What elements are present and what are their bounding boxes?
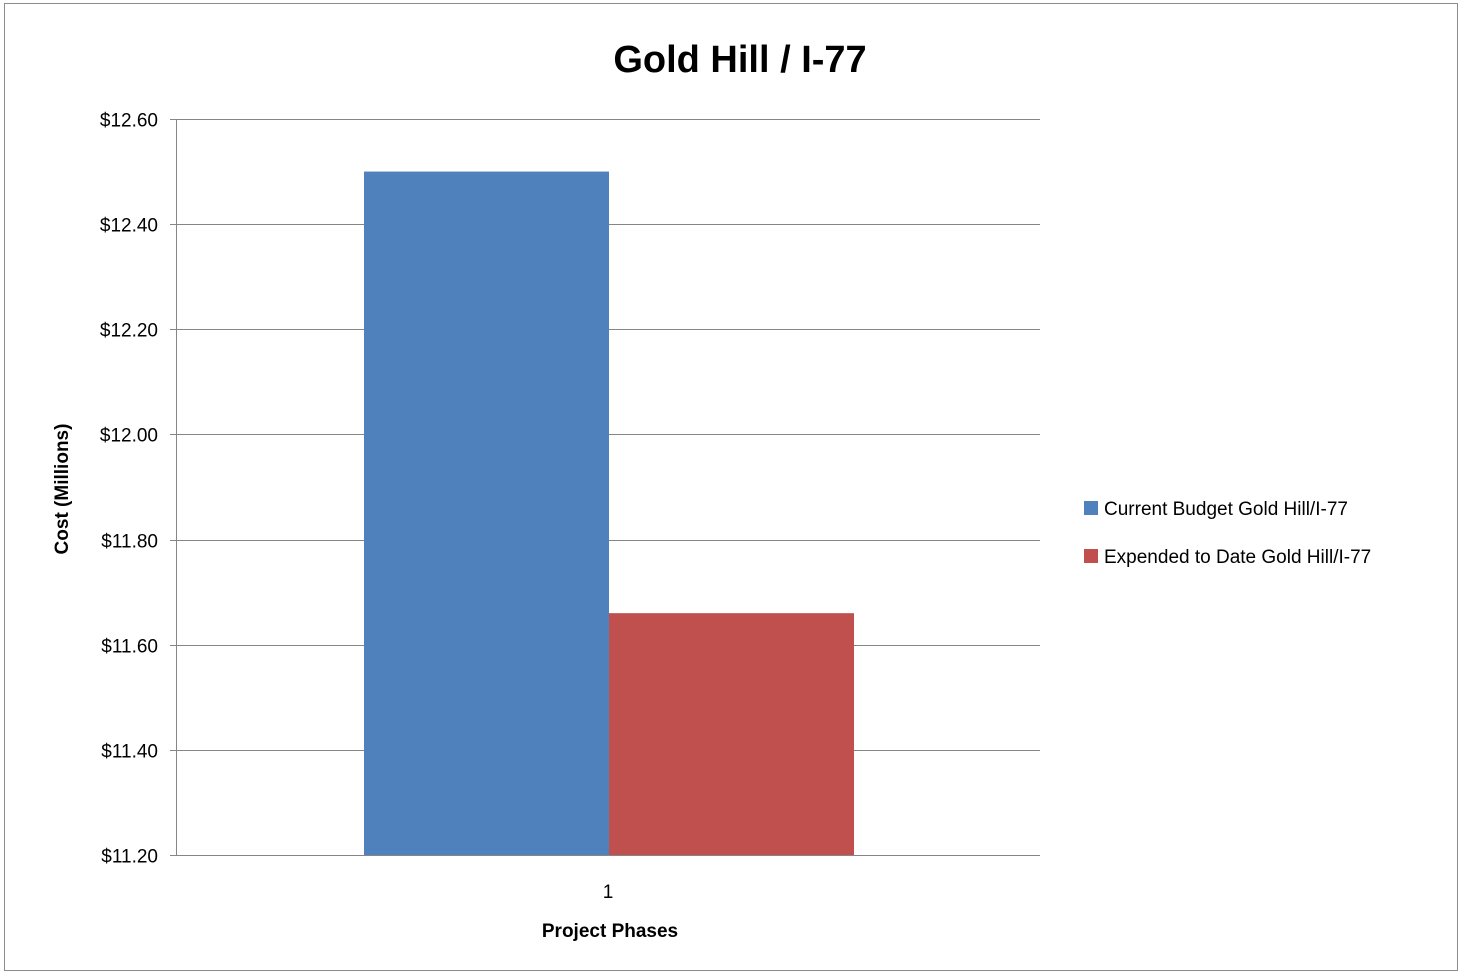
y-tick-label: $12.60 <box>100 111 158 132</box>
y-tick-label: $12.40 <box>100 216 158 237</box>
legend: Current Budget Gold Hill/I-77 Expended to… <box>1084 499 1371 568</box>
chart-title: Gold Hill / I-77 <box>613 39 866 81</box>
y-tick-label: $12.20 <box>100 321 158 342</box>
y-axis-title: Cost (Millions) <box>52 424 73 555</box>
bar-current-budget <box>364 171 609 856</box>
legend-swatch <box>1084 501 1098 515</box>
x-axis-title: Project Phases <box>542 921 678 942</box>
x-axis-ticks: 1 <box>603 882 614 903</box>
legend-swatch <box>1084 549 1098 563</box>
bars <box>364 171 854 856</box>
y-tick-label: $12.00 <box>100 426 158 447</box>
y-tick-label: $11.60 <box>101 637 158 658</box>
bar-expended-to-date <box>609 613 854 855</box>
y-axis-ticks: $11.20 $11.40 $11.60 $11.80 $12.00 $12.20 $12.… <box>100 111 176 868</box>
legend-label: Current Budget Gold Hill/I-77 <box>1104 499 1348 520</box>
x-tick-label: 1 <box>603 882 614 903</box>
y-tick-label: $11.40 <box>101 742 158 763</box>
y-tick-label: $11.20 <box>101 847 158 868</box>
legend-label: Expended to Date Gold Hill/I-77 <box>1104 547 1371 568</box>
y-tick-label: $11.80 <box>101 532 158 553</box>
